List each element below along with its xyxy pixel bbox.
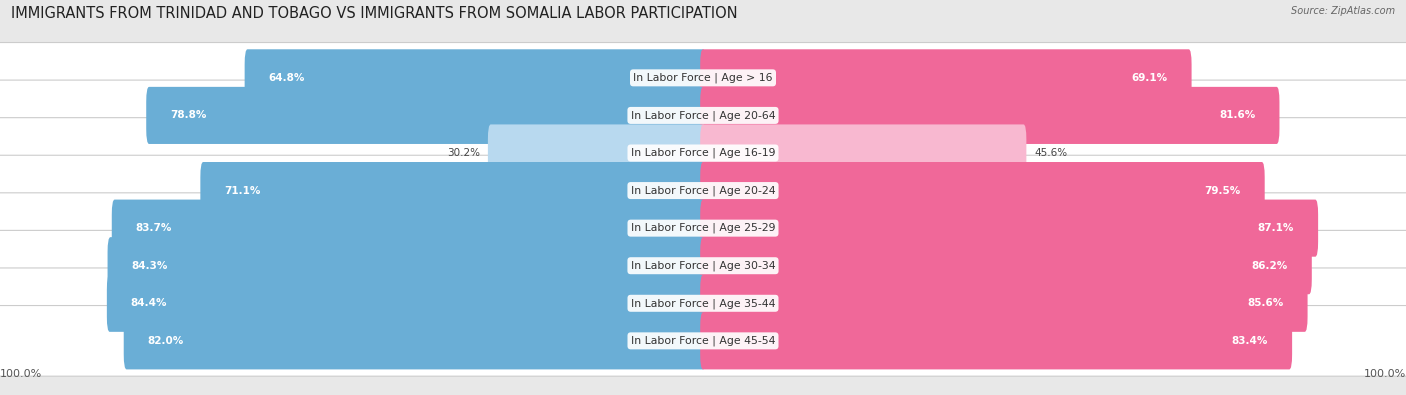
FancyBboxPatch shape xyxy=(700,312,1292,369)
Text: 30.2%: 30.2% xyxy=(447,148,481,158)
Text: In Labor Force | Age 20-24: In Labor Force | Age 20-24 xyxy=(631,185,775,196)
Text: IMMIGRANTS FROM TRINIDAD AND TOBAGO VS IMMIGRANTS FROM SOMALIA LABOR PARTICIPATI: IMMIGRANTS FROM TRINIDAD AND TOBAGO VS I… xyxy=(11,6,738,21)
FancyBboxPatch shape xyxy=(0,306,1406,376)
Text: 69.1%: 69.1% xyxy=(1132,73,1167,83)
Text: 100.0%: 100.0% xyxy=(0,369,42,379)
FancyBboxPatch shape xyxy=(200,162,706,219)
FancyBboxPatch shape xyxy=(488,124,706,182)
FancyBboxPatch shape xyxy=(700,199,1319,257)
FancyBboxPatch shape xyxy=(700,237,1312,294)
Text: In Labor Force | Age > 16: In Labor Force | Age > 16 xyxy=(633,73,773,83)
Text: 71.1%: 71.1% xyxy=(225,186,260,196)
Text: 79.5%: 79.5% xyxy=(1205,186,1241,196)
FancyBboxPatch shape xyxy=(0,268,1406,339)
Text: In Labor Force | Age 35-44: In Labor Force | Age 35-44 xyxy=(631,298,775,308)
FancyBboxPatch shape xyxy=(111,199,706,257)
FancyBboxPatch shape xyxy=(700,87,1279,144)
FancyBboxPatch shape xyxy=(0,230,1406,301)
Text: 84.4%: 84.4% xyxy=(131,298,167,308)
FancyBboxPatch shape xyxy=(107,275,706,332)
Text: 83.4%: 83.4% xyxy=(1232,336,1268,346)
FancyBboxPatch shape xyxy=(0,43,1406,113)
FancyBboxPatch shape xyxy=(146,87,706,144)
FancyBboxPatch shape xyxy=(107,237,706,294)
FancyBboxPatch shape xyxy=(700,49,1192,106)
Text: In Labor Force | Age 30-34: In Labor Force | Age 30-34 xyxy=(631,260,775,271)
Text: 86.2%: 86.2% xyxy=(1251,261,1288,271)
Text: 87.1%: 87.1% xyxy=(1258,223,1294,233)
Text: 81.6%: 81.6% xyxy=(1219,111,1256,120)
FancyBboxPatch shape xyxy=(0,193,1406,263)
Text: 100.0%: 100.0% xyxy=(1364,369,1406,379)
FancyBboxPatch shape xyxy=(124,312,706,369)
Text: In Labor Force | Age 45-54: In Labor Force | Age 45-54 xyxy=(631,336,775,346)
FancyBboxPatch shape xyxy=(700,275,1308,332)
FancyBboxPatch shape xyxy=(0,155,1406,226)
Text: 84.3%: 84.3% xyxy=(132,261,167,271)
FancyBboxPatch shape xyxy=(0,118,1406,188)
Text: In Labor Force | Age 25-29: In Labor Force | Age 25-29 xyxy=(631,223,775,233)
Text: 64.8%: 64.8% xyxy=(269,73,305,83)
Text: 82.0%: 82.0% xyxy=(148,336,184,346)
Text: In Labor Force | Age 16-19: In Labor Force | Age 16-19 xyxy=(631,148,775,158)
Text: 83.7%: 83.7% xyxy=(135,223,172,233)
FancyBboxPatch shape xyxy=(700,162,1265,219)
FancyBboxPatch shape xyxy=(0,80,1406,151)
Text: 85.6%: 85.6% xyxy=(1247,298,1284,308)
Text: 45.6%: 45.6% xyxy=(1035,148,1067,158)
Text: Source: ZipAtlas.com: Source: ZipAtlas.com xyxy=(1291,6,1395,16)
FancyBboxPatch shape xyxy=(245,49,706,106)
FancyBboxPatch shape xyxy=(700,124,1026,182)
Text: In Labor Force | Age 20-64: In Labor Force | Age 20-64 xyxy=(631,110,775,120)
Text: 78.8%: 78.8% xyxy=(170,111,207,120)
